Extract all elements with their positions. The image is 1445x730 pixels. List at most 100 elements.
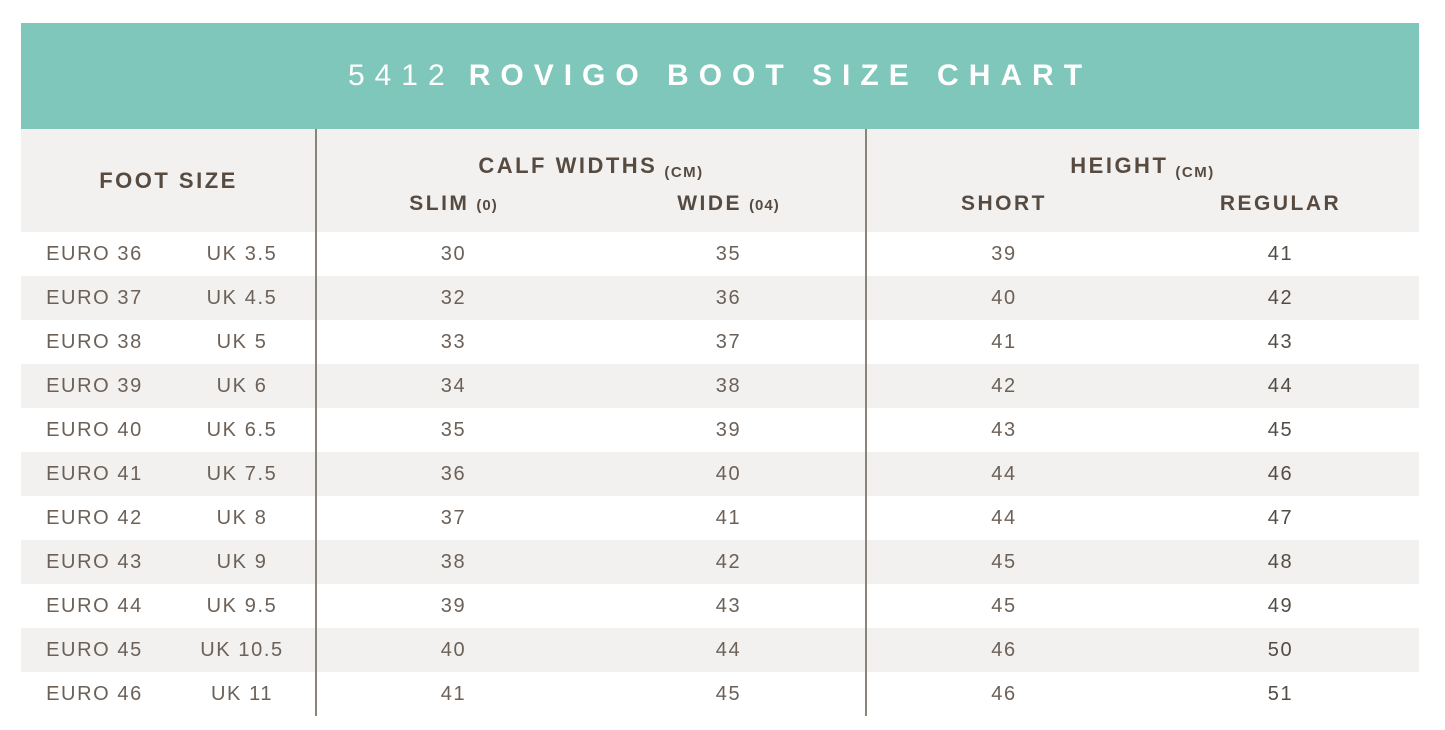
table-row: EURO 45 UK 10.5 40 44 46 50 xyxy=(21,628,1419,672)
table-row: EURO 37 UK 4.5 32 36 40 42 xyxy=(21,276,1419,320)
header-short-label: SHORT xyxy=(961,191,1047,215)
header-height-label: HEIGHT xyxy=(1070,153,1169,178)
header-slim-code: (0) xyxy=(476,197,498,214)
cell-calf-slim: 37 xyxy=(440,506,467,529)
header-wide-label: WIDE xyxy=(677,191,743,215)
cell-calf-wide: 39 xyxy=(715,418,742,441)
table-row: EURO 46 UK 11 41 45 46 51 xyxy=(21,672,1419,716)
cell-euro-size: EURO 43 xyxy=(46,550,143,573)
cell-height-regular: 45 xyxy=(1267,418,1294,441)
table-row: EURO 41 UK 7.5 36 40 44 46 xyxy=(21,452,1419,496)
header-height-unit: (CM) xyxy=(1175,164,1215,181)
cell-calf-slim: 40 xyxy=(440,638,467,661)
header-slim-label: SLIM xyxy=(409,191,470,215)
cell-uk-size: UK 8 xyxy=(216,506,268,529)
cell-uk-size: UK 5 xyxy=(216,330,268,353)
size-table: FOOT SIZE CALF WIDTHS (CM) HEIGHT (CM) S… xyxy=(21,129,1419,716)
cell-height-regular: 51 xyxy=(1267,682,1294,705)
table-row: EURO 40 UK 6.5 35 39 43 45 xyxy=(21,408,1419,452)
cell-euro-size: EURO 41 xyxy=(46,462,143,485)
cell-euro-size: EURO 39 xyxy=(46,374,143,397)
table-row: EURO 42 UK 8 37 41 44 47 xyxy=(21,496,1419,540)
header-foot-size: FOOT SIZE xyxy=(21,129,316,232)
header-wide-column: WIDE (04) xyxy=(591,183,866,232)
cell-uk-size: UK 10.5 xyxy=(200,638,284,661)
cell-calf-wide: 44 xyxy=(715,638,742,661)
cell-height-regular: 42 xyxy=(1267,286,1294,309)
column-divider-left xyxy=(315,129,317,716)
cell-calf-wide: 35 xyxy=(715,242,742,265)
cell-euro-size: EURO 37 xyxy=(46,286,143,309)
cell-calf-wide: 37 xyxy=(715,330,742,353)
cell-height-short: 46 xyxy=(991,638,1017,661)
cell-euro-size: EURO 36 xyxy=(46,242,143,265)
header-regular-label: REGULAR xyxy=(1219,191,1342,215)
cell-calf-wide: 45 xyxy=(715,682,742,705)
cell-uk-size: UK 4.5 xyxy=(206,286,278,309)
header-short-column: SHORT xyxy=(866,183,1142,232)
cell-calf-wide: 41 xyxy=(715,506,742,529)
header-calf-widths-unit: (CM) xyxy=(664,164,704,181)
cell-height-regular: 47 xyxy=(1267,506,1294,529)
cell-euro-size: EURO 46 xyxy=(46,682,143,705)
header-wide-code: (04) xyxy=(749,197,780,214)
cell-uk-size: UK 7.5 xyxy=(206,462,278,485)
cell-euro-size: EURO 38 xyxy=(46,330,143,353)
cell-height-short: 43 xyxy=(991,418,1017,441)
cell-uk-size: UK 9.5 xyxy=(206,594,278,617)
cell-height-regular: 48 xyxy=(1267,550,1294,573)
title-banner: 5412 ROVIGO BOOT SIZE CHART xyxy=(21,23,1419,129)
header-slim-column: SLIM (0) xyxy=(316,183,591,232)
header-height-group: HEIGHT (CM) xyxy=(866,129,1419,183)
cell-calf-slim: 38 xyxy=(440,550,467,573)
table-row: EURO 36 UK 3.5 30 35 39 41 xyxy=(21,232,1419,276)
cell-euro-size: EURO 42 xyxy=(46,506,143,529)
cell-calf-wide: 38 xyxy=(715,374,742,397)
cell-calf-wide: 40 xyxy=(715,462,742,485)
cell-calf-slim: 30 xyxy=(440,242,467,265)
cell-height-short: 45 xyxy=(991,550,1017,573)
cell-uk-size: UK 6.5 xyxy=(206,418,278,441)
table-row: EURO 39 UK 6 34 38 42 44 xyxy=(21,364,1419,408)
product-title: ROVIGO BOOT SIZE CHART xyxy=(468,59,1093,92)
cell-calf-slim: 32 xyxy=(440,286,467,309)
cell-height-regular: 43 xyxy=(1267,330,1294,353)
style-code: 5412 xyxy=(347,59,455,92)
cell-height-short: 42 xyxy=(991,374,1017,397)
cell-height-short: 44 xyxy=(991,462,1017,485)
cell-height-regular: 41 xyxy=(1267,242,1294,265)
page-title: 5412 ROVIGO BOOT SIZE CHART xyxy=(348,59,1092,93)
cell-height-short: 41 xyxy=(991,330,1017,353)
header-calf-widths-label: CALF WIDTHS xyxy=(478,153,658,178)
cell-height-short: 45 xyxy=(991,594,1017,617)
cell-calf-slim: 41 xyxy=(440,682,467,705)
table-row: EURO 44 UK 9.5 39 43 45 49 xyxy=(21,584,1419,628)
cell-height-short: 44 xyxy=(991,506,1017,529)
cell-euro-size: EURO 44 xyxy=(46,594,143,617)
cell-height-regular: 44 xyxy=(1267,374,1294,397)
column-divider-right xyxy=(865,129,867,716)
cell-calf-wide: 43 xyxy=(715,594,742,617)
table-row: EURO 38 UK 5 33 37 41 43 xyxy=(21,320,1419,364)
header-calf-widths-group: CALF WIDTHS (CM) xyxy=(316,129,866,183)
cell-uk-size: UK 3.5 xyxy=(206,242,278,265)
cell-height-short: 46 xyxy=(991,682,1017,705)
cell-uk-size: UK 6 xyxy=(216,374,268,397)
cell-euro-size: EURO 45 xyxy=(46,638,143,661)
cell-euro-size: EURO 40 xyxy=(46,418,143,441)
cell-calf-wide: 36 xyxy=(715,286,742,309)
cell-height-regular: 50 xyxy=(1267,638,1294,661)
cell-calf-slim: 34 xyxy=(440,374,467,397)
table-row: EURO 43 UK 9 38 42 45 48 xyxy=(21,540,1419,584)
cell-height-regular: 46 xyxy=(1267,462,1294,485)
cell-uk-size: UK 9 xyxy=(216,550,268,573)
header-regular-column: REGULAR xyxy=(1142,183,1419,232)
cell-height-regular: 49 xyxy=(1267,594,1294,617)
cell-calf-slim: 35 xyxy=(440,418,467,441)
cell-height-short: 39 xyxy=(991,242,1017,265)
cell-calf-wide: 42 xyxy=(715,550,742,573)
cell-calf-slim: 33 xyxy=(440,330,467,353)
header-foot-size-label: FOOT SIZE xyxy=(99,167,238,193)
size-table-body: EURO 36 UK 3.5 30 35 39 41 EURO 37 UK 4.… xyxy=(21,232,1419,716)
size-table-header: FOOT SIZE CALF WIDTHS (CM) HEIGHT (CM) S… xyxy=(21,129,1419,232)
